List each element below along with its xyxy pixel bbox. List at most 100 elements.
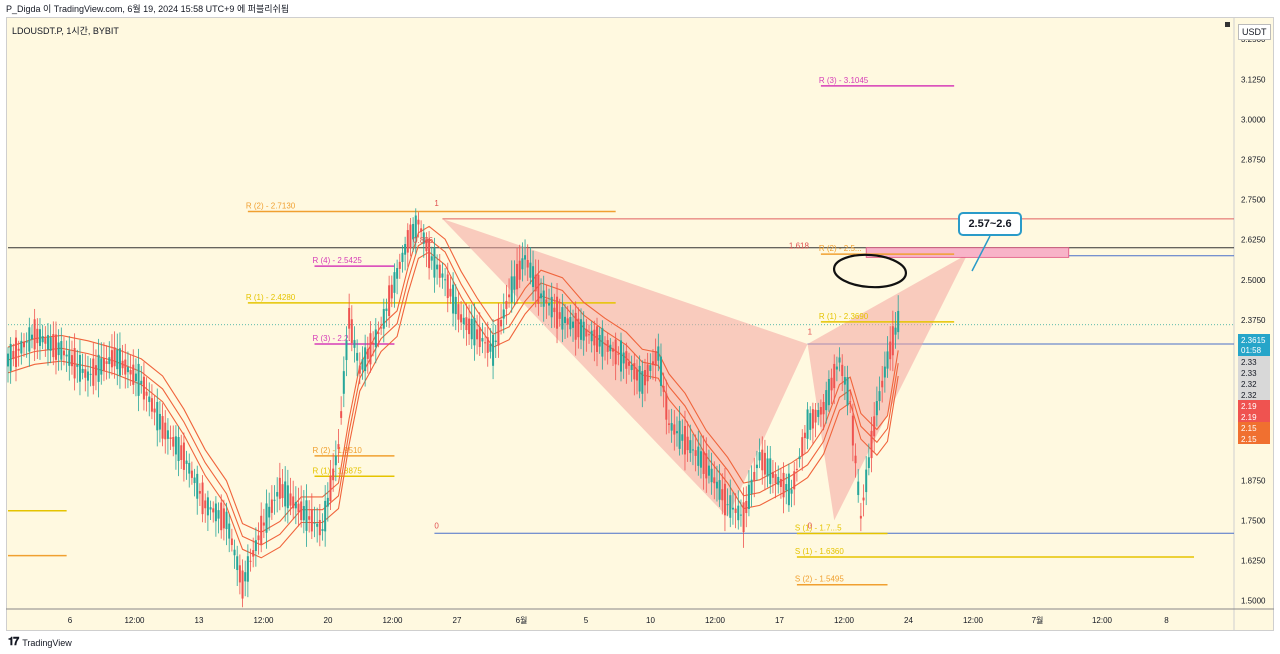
candle-body-3	[14, 337, 17, 368]
candle-body-262	[705, 453, 708, 479]
candle-body-97	[265, 503, 268, 533]
candle-body-95	[260, 515, 263, 545]
candle-body-135	[366, 349, 369, 359]
x-tick-5: 12:00	[382, 616, 403, 625]
candle-body-4	[17, 348, 20, 351]
candle-body-132	[358, 365, 361, 374]
candle-body-212	[572, 321, 575, 328]
candle-body-235	[633, 363, 636, 380]
x-tick-16: 12:00	[1092, 616, 1113, 625]
candle-body-110	[300, 501, 303, 521]
candle-body-281	[755, 464, 758, 469]
price-tag-4: 2.32	[1241, 391, 1257, 400]
candle-body-227	[612, 348, 615, 352]
y-tick-5: 2.6250	[1241, 236, 1266, 245]
tradingview-logo-icon: 𝟏𝟕	[8, 636, 19, 648]
candle-body-180	[486, 337, 489, 353]
candle-body-213	[574, 312, 577, 340]
x-tick-1: 12:00	[124, 616, 145, 625]
candle-body-117	[318, 519, 321, 536]
candle-body-268	[721, 489, 724, 501]
candle-body-179	[484, 342, 487, 344]
x-tick-14: 12:00	[963, 616, 984, 625]
candle-body-84	[230, 538, 233, 546]
candle-body-291	[782, 472, 785, 498]
candle-body-330	[886, 351, 889, 369]
candle-body-104	[284, 481, 287, 507]
candle-body-228	[614, 339, 617, 365]
candle-body-311	[835, 366, 838, 370]
candle-body-294	[790, 489, 793, 494]
level-label-7: R (2) - 2.5...	[819, 244, 862, 253]
candle-body-173	[468, 318, 471, 335]
candle-body-328	[881, 380, 884, 388]
candle-body-221	[596, 326, 599, 352]
candle-body-166	[449, 288, 452, 297]
candle-body-236	[635, 369, 638, 381]
candle-body-139	[377, 332, 380, 334]
candle-body-49	[137, 363, 140, 396]
candle-body-222	[598, 334, 601, 347]
candle-body-136	[369, 333, 372, 365]
candle-body-205	[553, 307, 556, 313]
candle-body-134	[364, 347, 367, 372]
candle-body-6	[22, 341, 25, 348]
candle-body-38	[108, 357, 111, 365]
candle-body-332	[891, 326, 894, 356]
candle-body-113	[308, 516, 311, 520]
settings-square-icon[interactable]	[1225, 22, 1230, 27]
candle-body-237	[638, 365, 641, 392]
level-label-4: R (3) - 2.2...	[313, 334, 356, 343]
candle-body-78	[214, 503, 217, 522]
candle-body-272	[731, 507, 734, 510]
candle-body-320	[859, 515, 862, 519]
candle-body-69	[190, 470, 193, 478]
candle-body-211	[569, 316, 572, 330]
candle-body-44	[124, 359, 127, 375]
candle-body-96	[262, 522, 265, 526]
x-tick-2: 13	[195, 616, 204, 625]
candle-body-314	[843, 377, 846, 385]
candle-body-259	[697, 446, 700, 466]
candle-body-306	[822, 401, 825, 415]
y-tick-10: 1.7500	[1241, 516, 1266, 525]
candle-body-19	[57, 342, 60, 356]
candle-body-243	[654, 351, 657, 366]
candle-body-27	[78, 354, 81, 382]
candle-body-220	[593, 329, 596, 346]
candle-body-115	[313, 522, 316, 524]
candle-body-25	[73, 348, 76, 379]
candle-body-143	[388, 285, 391, 317]
target-callout: 2.57~2.6	[958, 212, 1022, 236]
candle-body-62	[172, 437, 175, 447]
candle-body-322	[865, 469, 868, 493]
y-tick-12: 1.5000	[1241, 597, 1266, 606]
candle-body-315	[846, 377, 849, 406]
x-tick-17: 8	[1164, 616, 1169, 625]
candle-body-83	[228, 523, 231, 539]
candle-body-148	[401, 252, 404, 262]
candle-body-185	[500, 319, 503, 327]
symbol-label: LDOUSDT.P, 1시간, BYBIT	[12, 26, 119, 36]
candle-body-310	[833, 363, 836, 389]
candle-body-163	[441, 273, 444, 278]
candle-body-226	[609, 344, 612, 352]
candle-body-239	[643, 370, 646, 386]
candle-body-167	[452, 284, 455, 314]
candle-body-0	[7, 353, 9, 367]
y-tick-2: 3.0000	[1241, 115, 1266, 124]
candle-body-94	[257, 535, 260, 541]
x-tick-6: 27	[453, 616, 462, 625]
footer-brand[interactable]: 𝟏𝟕 TradingView	[8, 636, 72, 649]
candle-body-51	[142, 376, 145, 400]
candle-body-192	[518, 260, 521, 280]
currency-button[interactable]: USDT	[1238, 24, 1271, 40]
y-tick-9: 1.8750	[1241, 476, 1266, 485]
pattern-triangle-bcd	[807, 254, 968, 521]
candle-body-181	[489, 343, 492, 352]
candle-body-247	[665, 393, 668, 420]
x-tick-9: 10	[646, 616, 655, 625]
candle-body-292	[785, 484, 788, 491]
candle-body-269	[723, 483, 726, 516]
